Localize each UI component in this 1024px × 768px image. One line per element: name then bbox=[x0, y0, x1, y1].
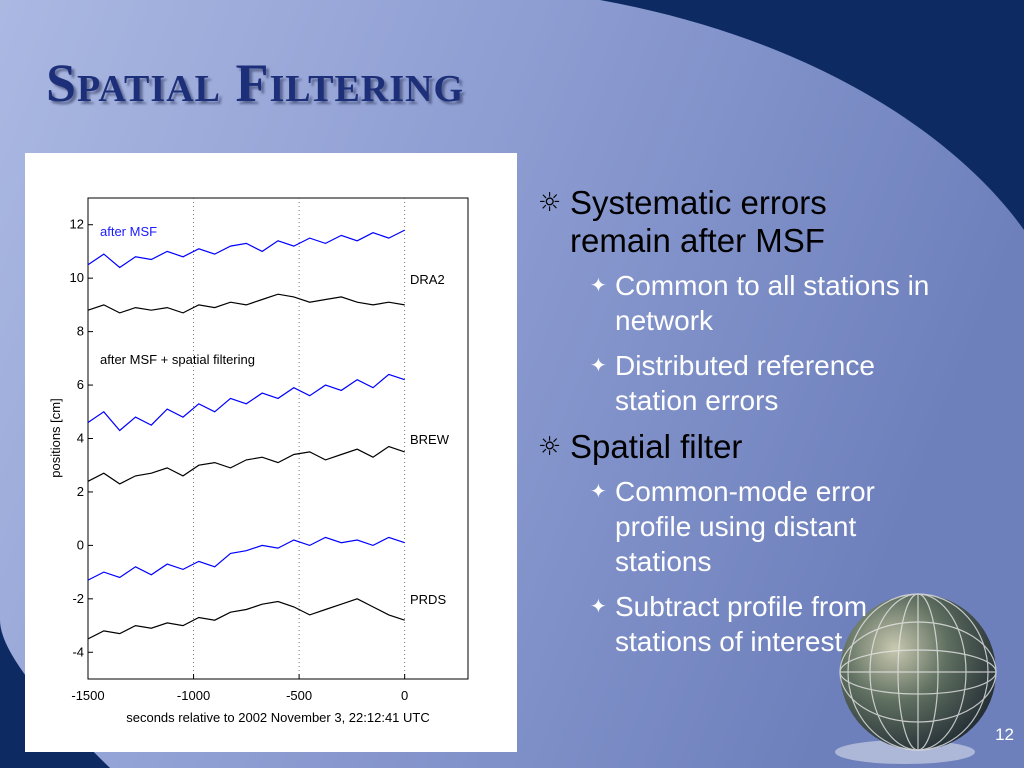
sub-bullet: Common to all stations in network bbox=[570, 268, 937, 338]
data-line bbox=[87, 445, 405, 485]
data-line bbox=[87, 229, 405, 269]
bullet-text: Systematic errors remain after MSF bbox=[570, 184, 827, 259]
sub-bullet: Subtract profile from stations of intere… bbox=[570, 589, 937, 659]
bullet-list: Systematic errors remain after MSF Common… bbox=[538, 184, 929, 669]
y-tick-label: 12 bbox=[70, 217, 84, 232]
y-tick-label: -2 bbox=[72, 591, 84, 606]
chart: -1500 -1000 -500 0 -4 -2 0 2 4 6 8 10 12 seconds rela… bbox=[48, 197, 469, 725]
sub-bullet-list: Common-mode error profile using distant … bbox=[570, 474, 900, 659]
y-tick-label: 4 bbox=[77, 431, 84, 446]
y-tick-label: 6 bbox=[77, 377, 84, 392]
x-tick-label: -1500 bbox=[71, 688, 104, 703]
bullet: Systematic errors remain after MSF Common… bbox=[538, 184, 929, 418]
data-line bbox=[87, 373, 405, 432]
x-tick-label: -1000 bbox=[177, 688, 210, 703]
annotation: after MSF + spatial filtering bbox=[100, 352, 255, 367]
page-number: 12 bbox=[995, 725, 1014, 744]
y-tick-label: 10 bbox=[70, 270, 84, 285]
x-tick-label: -500 bbox=[286, 688, 312, 703]
y-tick-label: -4 bbox=[72, 644, 84, 659]
slide-title: Spatial Filtering bbox=[46, 53, 465, 113]
sub-bullet: Distributed reference station errors bbox=[570, 348, 937, 418]
sub-bullet-list: Common to all stations in networkDistrib… bbox=[570, 268, 929, 418]
sub-bullet: Common-mode error profile using distant … bbox=[570, 474, 937, 579]
y-tick-label: 2 bbox=[77, 484, 84, 499]
y-axis-label: positions [cm] bbox=[48, 398, 63, 477]
annotation: BREW bbox=[410, 432, 450, 447]
x-axis-label: seconds relative to 2002 November 3, 22:… bbox=[126, 710, 430, 725]
annotation: after MSF bbox=[100, 224, 157, 239]
y-tick-label: 8 bbox=[77, 324, 84, 339]
bullet: Spatial filter Common-mode error profile … bbox=[538, 428, 900, 659]
x-tick-label: 0 bbox=[401, 688, 408, 703]
bullet-text: Spatial filter bbox=[570, 428, 742, 465]
data-line bbox=[87, 598, 405, 640]
data-line bbox=[87, 293, 405, 314]
annotation: PRDS bbox=[410, 592, 446, 607]
annotation: DRA2 bbox=[410, 272, 445, 287]
y-tick-label: 0 bbox=[77, 537, 84, 552]
data-line bbox=[87, 536, 405, 581]
